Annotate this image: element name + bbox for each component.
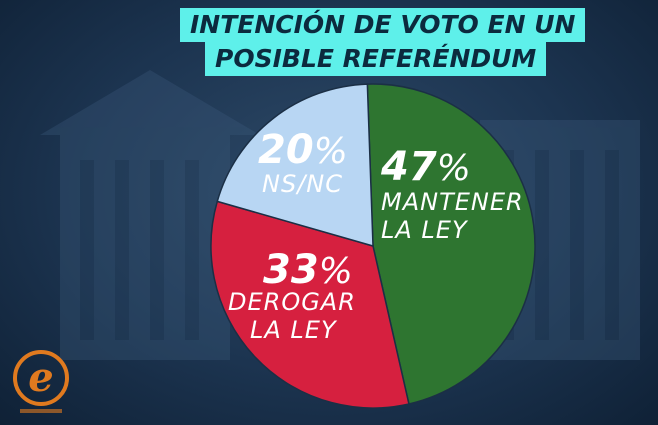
slice-mantener-label-2: LA LEY (381, 216, 469, 244)
svg-text:e: e (28, 354, 53, 401)
pie-slice-mantener (366, 83, 536, 405)
slice-nsnc-percent: 20% (258, 127, 348, 173)
slice-derogar-percent: 33% (263, 247, 353, 293)
slice-derogar-label-2: LA LEY (250, 316, 338, 344)
e-logo-icon: e (13, 350, 69, 413)
chart-title-line-1: INTENCIÓN DE VOTO EN UN (180, 8, 586, 42)
slice-mantener-percent: 47% (380, 144, 471, 190)
slice-nsnc-percent-value: 20 (258, 127, 314, 173)
pie-slice-derogar (210, 200, 410, 409)
pie-slice-nsnc (216, 83, 374, 248)
slice-derogar-label-1: DEROGAR (228, 288, 356, 316)
slice-nsnc-label-1: NS/NC (262, 170, 343, 198)
slice-mantener-percent-sign: % (437, 148, 471, 189)
chart-title-line-2: POSIBLE REFERÉNDUM (205, 42, 547, 76)
slice-derogar-percent-value: 33 (263, 247, 319, 293)
slice-mantener-percent-value: 47 (380, 144, 437, 190)
slice-derogar-percent-sign: % (319, 251, 353, 292)
pie-slices (210, 83, 536, 409)
slice-nsnc-percent-sign: % (314, 131, 348, 172)
slice-mantener-label-1: MANTENER (381, 188, 524, 216)
